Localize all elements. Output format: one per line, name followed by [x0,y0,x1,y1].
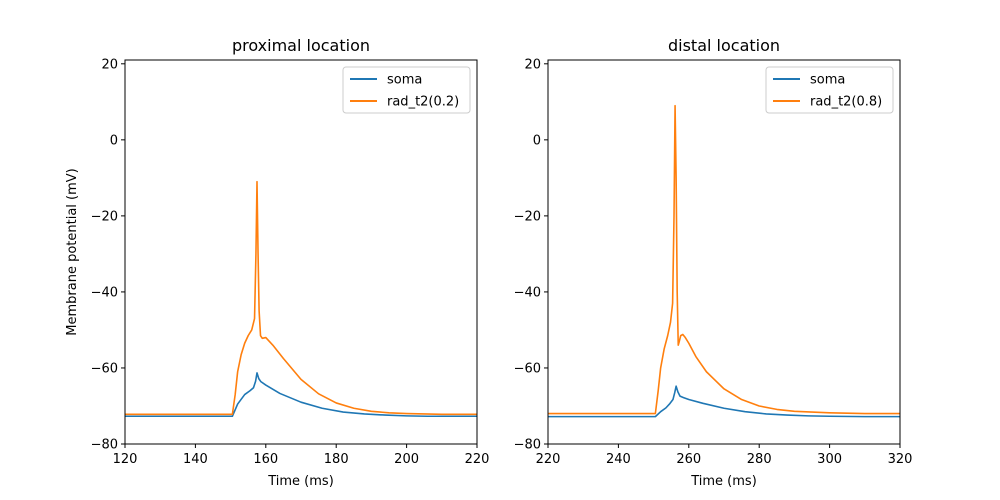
chart-panel-1: 120 140 160 180 200 220 −80 −60 −40 −20 0 20 proxima… [65,36,489,489]
x-tick-label: 140 [183,452,208,467]
x-axis-label: Time (ms) [267,474,334,489]
chart-title: distal location [668,36,780,55]
x-tick-label: 120 [113,452,138,467]
legend-label-2: rad_t2(0.2) [387,95,459,110]
axes-frame [547,59,901,445]
x-tick-label: 200 [394,452,419,467]
legend-label-1: soma [387,73,422,88]
x-tick-label: 220 [536,452,561,467]
x-tick-label: 260 [676,452,701,467]
series-group [125,180,477,418]
x-axis-label: Time (ms) [690,474,757,489]
x-tick-label: 180 [324,452,349,467]
chart-panel-2: 220 240 260 280 300 320 −80 −60 −40 −20 0 20 distal … [514,36,913,489]
y-tick-label: −40 [514,285,541,300]
y-tick-label: 0 [533,133,541,148]
series-line-1 [125,372,477,418]
series-group [548,104,900,418]
y-tick-label: −20 [514,209,541,224]
series-line-1 [548,385,900,418]
legend: soma rad_t2(0.2) [342,66,471,114]
legend-label-1: soma [810,73,845,88]
y-tick-label: −60 [91,361,118,376]
legend: soma rad_t2(0.8) [765,66,894,114]
legend-label-2: rad_t2(0.8) [810,95,882,110]
x-tick-label: 220 [465,452,490,467]
x-tick-label: 300 [817,452,842,467]
y-tick-label: 20 [524,57,541,72]
series-line-2 [548,104,900,415]
axes-frame [124,59,478,445]
x-tick-label: 240 [606,452,631,467]
x-tick-label: 160 [253,452,278,467]
series-line-2 [125,180,477,416]
y-tick-label: −40 [91,285,118,300]
y-tick-label: 0 [110,133,118,148]
y-tick-label: −20 [91,209,118,224]
x-tick-label: 320 [888,452,913,467]
y-tick-label: −80 [91,438,118,453]
y-tick-label: 20 [101,57,118,72]
x-tick-label: 280 [747,452,772,467]
y-tick-label: −80 [514,438,541,453]
chart-title: proximal location [232,36,370,55]
y-tick-label: −60 [514,361,541,376]
y-axis-label: Membrane potential (mV) [65,168,80,335]
